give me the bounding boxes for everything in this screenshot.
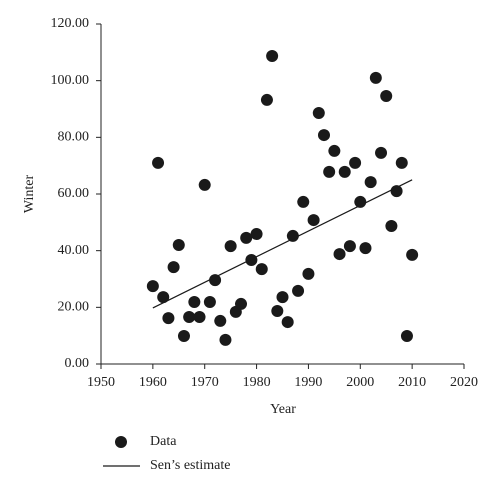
- legend-label: Data: [150, 434, 177, 449]
- legend-label: Sen’s estimate: [150, 458, 231, 473]
- x-tick-label: 1960: [139, 375, 167, 390]
- data-point: [328, 144, 341, 157]
- data-point: [266, 50, 279, 63]
- data-point: [400, 329, 413, 342]
- data-point: [198, 178, 211, 191]
- trend-line: [152, 179, 413, 309]
- data-point: [406, 248, 419, 261]
- legend-marker: [115, 436, 127, 448]
- data-point: [193, 310, 206, 323]
- data-point: [157, 291, 170, 304]
- data-point: [369, 71, 382, 84]
- data-point: [307, 214, 320, 227]
- data-point: [235, 297, 248, 310]
- data-point: [209, 274, 222, 287]
- x-tick-label: 2010: [398, 375, 426, 390]
- data-point: [359, 242, 372, 255]
- data-point: [281, 316, 294, 329]
- data-point: [203, 295, 216, 308]
- data-point: [224, 240, 237, 253]
- data-point: [385, 220, 398, 233]
- data-point: [245, 254, 258, 267]
- data-point: [349, 156, 362, 169]
- x-tick-label: 1970: [191, 375, 219, 390]
- data-point: [312, 106, 325, 119]
- data-point: [188, 295, 201, 308]
- data-point: [343, 240, 356, 253]
- data-point: [250, 227, 263, 240]
- data-point: [240, 231, 253, 244]
- y-tick-label: 100.00: [51, 73, 90, 88]
- data-point: [286, 229, 299, 242]
- data-point: [167, 261, 180, 274]
- x-tick-label: 2020: [450, 375, 478, 390]
- y-tick-label: 0.00: [65, 356, 90, 371]
- data-point: [177, 329, 190, 342]
- data-point: [152, 156, 165, 169]
- data-point: [292, 284, 305, 297]
- y-tick-label: 120.00: [51, 16, 90, 31]
- x-axis-label: Year: [270, 402, 296, 417]
- x-tick-label: 2000: [346, 375, 374, 390]
- data-point: [297, 195, 310, 208]
- y-tick-label: 60.00: [58, 186, 90, 201]
- data-point: [354, 195, 367, 208]
- data-point: [338, 165, 351, 178]
- x-tick-label: 1950: [87, 375, 115, 390]
- y-axis-label: Winter: [22, 175, 37, 214]
- y-tick-label: 80.00: [58, 130, 90, 145]
- data-point: [162, 312, 175, 325]
- x-tick-label: 1980: [243, 375, 271, 390]
- data-point: [219, 333, 232, 346]
- data-point: [380, 89, 393, 102]
- y-tick-label: 40.00: [58, 243, 90, 258]
- y-tick-label: 20.00: [58, 300, 90, 315]
- data-point: [375, 146, 388, 159]
- data-point: [333, 248, 346, 261]
- data-point: [260, 93, 273, 106]
- data-point: [271, 305, 284, 318]
- data-point: [390, 185, 403, 198]
- data-point: [317, 129, 330, 142]
- data-point: [302, 267, 315, 280]
- data-point: [323, 165, 336, 178]
- data-point: [146, 280, 159, 293]
- data-point: [395, 156, 408, 169]
- data-point: [255, 263, 268, 276]
- data-point: [276, 291, 289, 304]
- data-point: [183, 310, 196, 323]
- data-point: [172, 239, 185, 251]
- x-tick-label: 1990: [294, 375, 322, 390]
- data-point: [214, 314, 227, 327]
- data-point: [364, 176, 377, 189]
